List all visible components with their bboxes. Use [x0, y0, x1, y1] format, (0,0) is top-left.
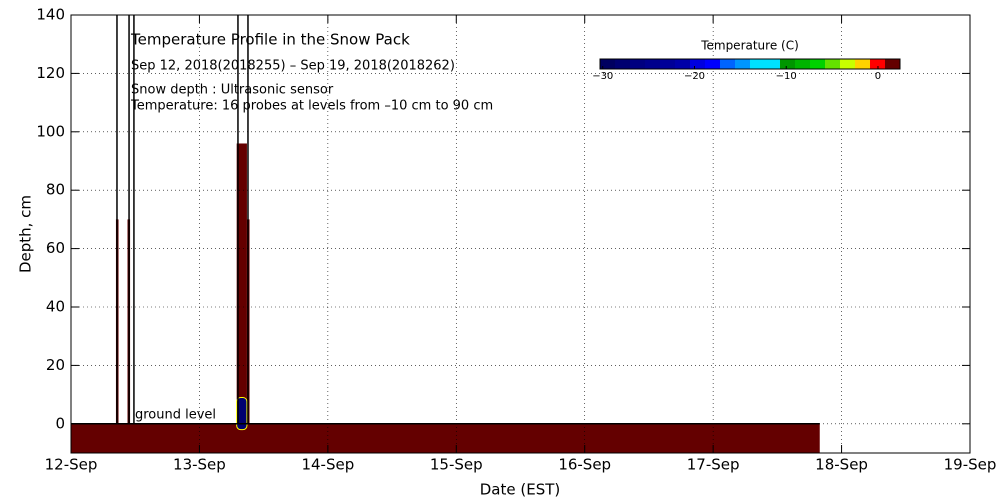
colorbar-segment: [855, 59, 871, 69]
x-tick-label: 18-Sep: [815, 456, 868, 474]
colorbar-tick-label: −10: [776, 71, 797, 82]
x-tick-label: 16-Sep: [558, 456, 611, 474]
plot-area: [71, 15, 820, 453]
y-tick-label: 60: [46, 239, 65, 257]
chart-title: Temperature Profile in the Snow Pack: [130, 31, 410, 49]
temperature-cell: [236, 143, 247, 424]
y-tick-label: 40: [46, 298, 65, 316]
colorbar-tick-label: −30: [592, 71, 613, 82]
colorbar-frame: [599, 58, 901, 70]
x-axis-label: Date (EST): [480, 481, 561, 499]
colorbar-segment: [810, 59, 826, 69]
plot-frame: [70, 14, 971, 454]
colorbar-segment: [870, 59, 886, 69]
colorbar-segment: [750, 59, 766, 69]
y-tick-label: 100: [36, 122, 65, 140]
colorbar-title: Temperature (C): [700, 39, 799, 53]
subtitle: Sep 12, 2018(2018255) – Sep 19, 2018(201…: [131, 59, 455, 74]
x-tick-label: 17-Sep: [687, 456, 740, 474]
colorbar-segment: [615, 59, 631, 69]
annotation: ground level: [135, 408, 216, 423]
y-tick-label: 80: [46, 181, 65, 199]
colorbar-segment: [645, 59, 661, 69]
colorbar-segment: [795, 59, 811, 69]
temperature-cell: [236, 397, 248, 431]
y-axis-label: Depth, cm: [17, 195, 35, 273]
colorbar-segment: [765, 59, 781, 69]
temperature-cell: [71, 423, 820, 453]
y-tick-label: 20: [46, 356, 65, 374]
colorbar-segment: [675, 59, 691, 69]
colorbar-segment: [825, 59, 841, 69]
colorbar-tick-label: −20: [684, 71, 705, 82]
colorbar-segment: [840, 59, 856, 69]
x-tick-label: 13-Sep: [173, 456, 226, 474]
colorbar-segment: [705, 59, 721, 69]
x-tick-label: 14-Sep: [301, 456, 354, 474]
x-tick-label: 19-Sep: [944, 456, 997, 474]
colorbar-tick-label: 0: [875, 71, 881, 82]
note: Snow depth : Ultrasonic sensor: [131, 83, 334, 98]
y-tick-label: 0: [55, 414, 65, 432]
note: Temperature: 16 probes at levels from –1…: [130, 99, 493, 114]
colorbar-segment: [660, 59, 676, 69]
colorbar-segment: [630, 59, 646, 69]
y-tick-label: 140: [36, 6, 65, 24]
colorbar-segment: [600, 59, 616, 69]
colorbar-segment: [720, 59, 736, 69]
colorbar-segment: [885, 59, 901, 69]
colorbar-segment: [735, 59, 751, 69]
x-tick-label: 12-Sep: [45, 456, 98, 474]
y-tick-label: 120: [36, 64, 65, 82]
colorbar-segment: [690, 59, 706, 69]
x-tick-label: 15-Sep: [430, 456, 483, 474]
colorbar-segment: [780, 59, 796, 69]
